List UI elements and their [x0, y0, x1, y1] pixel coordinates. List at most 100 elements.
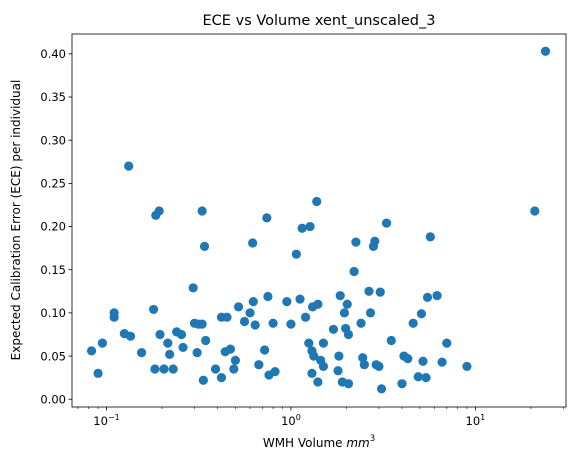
data-point	[248, 238, 258, 248]
data-point	[233, 302, 244, 312]
data-point	[291, 249, 301, 259]
data-point	[374, 361, 384, 372]
data-point	[168, 364, 178, 374]
data-point	[370, 236, 380, 246]
data-point	[343, 379, 354, 389]
data-point	[309, 351, 319, 361]
data-point	[416, 309, 427, 319]
data-point	[295, 294, 305, 304]
data-point	[381, 218, 392, 228]
data-point	[165, 349, 175, 359]
data-point	[364, 286, 374, 296]
data-point	[300, 312, 311, 322]
y-tick-label: 0.30	[40, 133, 66, 147]
data-point	[125, 331, 136, 341]
data-point	[109, 308, 119, 318]
data-point	[86, 346, 97, 356]
data-point	[192, 348, 202, 358]
data-point	[403, 354, 413, 364]
data-point	[313, 299, 323, 309]
data-point	[333, 366, 343, 376]
data-point	[418, 356, 428, 366]
data-point	[270, 367, 280, 377]
data-point	[262, 213, 272, 223]
data-point	[334, 351, 344, 361]
data-point	[339, 308, 350, 318]
data-point	[93, 368, 103, 378]
data-point	[312, 196, 322, 207]
y-tick-label: 0.10	[40, 306, 66, 320]
data-point	[201, 335, 211, 346]
data-point	[163, 338, 173, 348]
data-point	[178, 342, 188, 353]
data-point	[199, 241, 210, 251]
data-point	[442, 338, 452, 348]
data-point	[342, 299, 352, 309]
data-point	[305, 221, 315, 232]
data-point	[432, 291, 442, 301]
data-point	[540, 46, 551, 56]
data-points	[86, 46, 551, 394]
data-point	[245, 308, 255, 318]
x-tick-label: 101	[466, 413, 486, 428]
data-point	[150, 364, 160, 374]
data-point	[376, 384, 387, 394]
data-point	[437, 357, 447, 367]
y-tick-label: 0.35	[40, 90, 66, 104]
data-point	[286, 319, 296, 329]
y-axis: 0.00 0.05 0.10 0.15 0.20 0.25 0.30 0.35 0.40	[40, 47, 72, 406]
data-point	[307, 368, 317, 378]
data-point	[349, 266, 359, 277]
data-point	[176, 329, 187, 340]
data-point	[335, 291, 345, 301]
data-point	[422, 292, 433, 302]
data-point	[530, 206, 540, 216]
data-point	[137, 348, 147, 358]
x-axis-label: WMH Volume mm3	[263, 434, 375, 450]
data-point	[263, 291, 273, 302]
data-point	[197, 206, 207, 216]
data-point	[413, 372, 423, 382]
data-point	[351, 237, 361, 247]
data-point	[318, 338, 329, 348]
y-tick-label: 0.40	[40, 47, 66, 61]
data-point	[97, 338, 107, 348]
data-point	[386, 335, 396, 346]
data-point	[197, 319, 207, 329]
data-point	[313, 377, 323, 387]
y-axis-label: Expected Calibration Error (ECE) per ind…	[9, 80, 23, 361]
data-point	[124, 161, 134, 171]
data-point	[397, 379, 407, 389]
y-tick-label: 0.15	[40, 263, 66, 277]
data-point	[230, 355, 241, 365]
data-point	[155, 329, 165, 340]
data-point	[425, 232, 435, 242]
data-point	[188, 283, 198, 293]
x-axis: 10−1 100 101	[77, 407, 564, 428]
data-point	[225, 344, 236, 354]
data-point	[254, 360, 264, 370]
data-point	[358, 353, 368, 363]
data-point	[462, 361, 472, 372]
data-point	[356, 318, 366, 328]
data-point	[365, 308, 376, 318]
data-point	[343, 329, 354, 340]
data-point	[210, 364, 221, 374]
data-point	[408, 318, 418, 328]
data-point	[282, 297, 292, 307]
plot-frame	[71, 33, 567, 408]
y-tick-label: 0.25	[40, 177, 66, 191]
data-point	[328, 324, 339, 334]
data-point	[375, 287, 385, 297]
x-tick-label: 10−1	[93, 413, 119, 428]
data-point	[318, 361, 329, 372]
data-point	[248, 297, 258, 307]
data-point	[216, 373, 227, 383]
data-point	[260, 345, 270, 355]
data-point	[159, 364, 169, 374]
data-point	[250, 320, 260, 330]
x-tick-label: 100	[281, 413, 301, 428]
data-point	[148, 304, 159, 315]
y-tick-label: 0.05	[40, 349, 66, 363]
